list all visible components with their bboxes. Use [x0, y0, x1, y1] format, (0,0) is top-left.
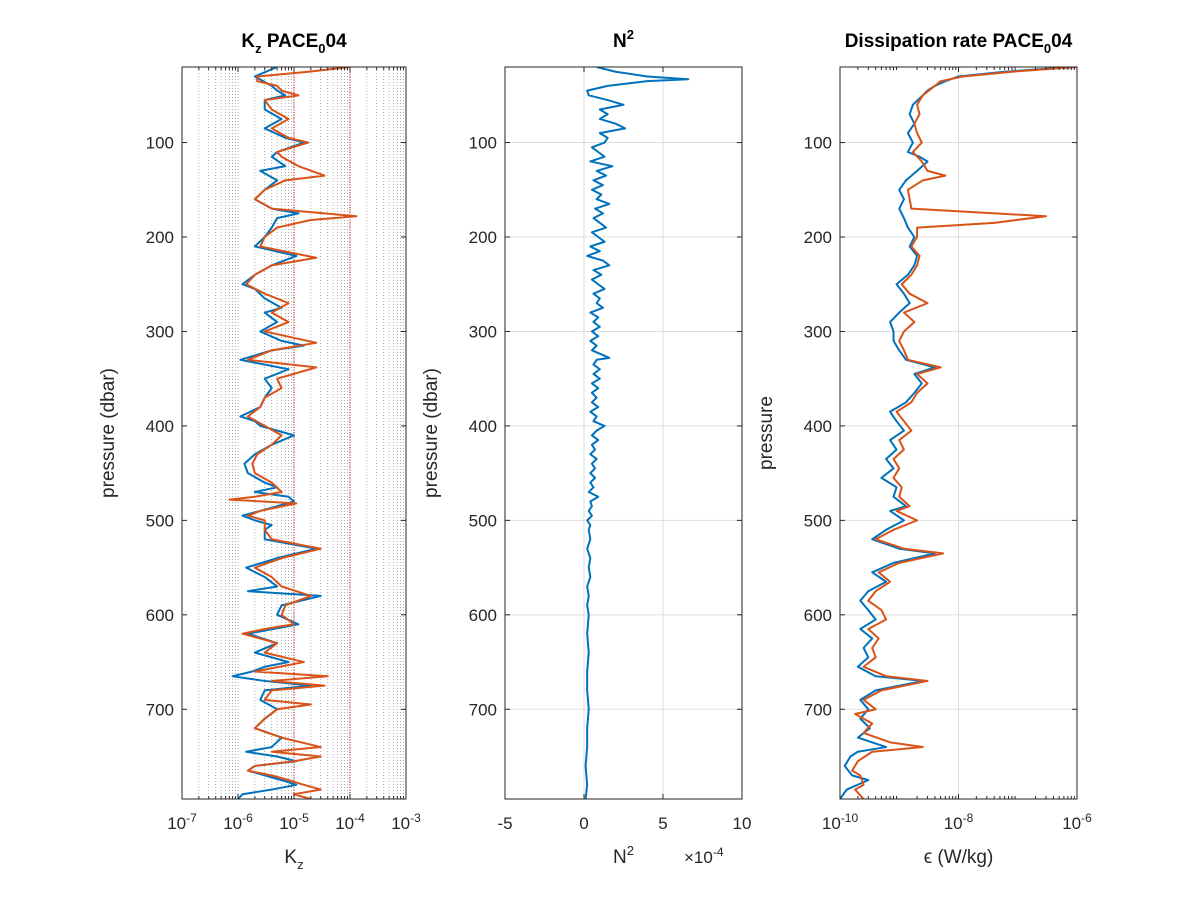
n2-series-group: [584, 67, 690, 799]
y-tick-label: 300: [804, 322, 832, 341]
x-tick-label: 10-4: [335, 811, 365, 833]
x-tick-label: 10-5: [279, 811, 309, 833]
n2-y-axis-label: pressure (dbar): [421, 368, 442, 498]
y-tick-label: 100: [804, 134, 832, 153]
x-tick-label: 5: [658, 814, 667, 833]
dissipation-y-axis-label: pressure: [756, 396, 777, 470]
kz-y-axis-label: pressure (dbar): [98, 368, 119, 498]
y-tick-label: 200: [469, 228, 497, 247]
n2-plot-area: [505, 67, 742, 799]
y-tick-label: 200: [804, 228, 832, 247]
y-tick-label: 300: [146, 322, 174, 341]
kz-x-axis-label: Kz: [284, 847, 303, 872]
x-tick-label: 10-10: [822, 811, 859, 833]
y-tick-label: 600: [469, 606, 497, 625]
y-tick-label: 600: [804, 606, 832, 625]
x-tick-label: 10-6: [1062, 811, 1092, 833]
n2-panel: -5 0 5 10 100 200 300 400 500 600 700 N2 N2 ×10-4 pres…: [421, 27, 751, 868]
y-tick-label: 100: [469, 134, 497, 153]
kz-panel: 10-7 10-6 10-5 10-4 10-3 100 200 300 400 500 600 70…: [98, 31, 421, 872]
n2-axes-box: [504, 66, 743, 800]
n2-x-axis-label: N2: [613, 843, 634, 868]
dissipation-panel: 10-10 10-8 10-6 100 200 300 400 500 600 700 Dissip…: [756, 31, 1092, 868]
kz-title: Kz PACE004: [241, 31, 347, 56]
y-tick-label: 300: [469, 322, 497, 341]
y-tick-label: 200: [146, 228, 174, 247]
y-tick-label: 100: [146, 134, 174, 153]
kz-series-group: [228, 67, 358, 799]
x-tick-label: 10-7: [167, 811, 197, 833]
y-tick-label: 500: [804, 511, 832, 530]
y-tick-label: 500: [469, 511, 497, 530]
dissipation-x-axis-label: ϵ (W/kg): [924, 847, 994, 868]
dissipation-series-group: [840, 67, 1077, 799]
y-tick-label: 700: [469, 700, 497, 719]
y-tick-label: 600: [146, 606, 174, 625]
x-tick-label: 10: [733, 814, 752, 833]
n2-title: N2: [613, 27, 634, 52]
y-tick-label: 500: [146, 511, 174, 530]
series-line-2: [228, 67, 358, 799]
x-tick-label: -5: [497, 814, 512, 833]
x-tick-label: 10-3: [391, 811, 421, 833]
y-tick-label: 400: [146, 417, 174, 436]
x-tick-label: 0: [579, 814, 588, 833]
y-tick-label: 700: [146, 700, 174, 719]
series-line-1: [584, 67, 690, 799]
series-line-2: [851, 67, 1077, 799]
y-tick-label: 400: [469, 417, 497, 436]
n2-grid: [505, 67, 742, 799]
y-tick-label: 400: [804, 417, 832, 436]
dissipation-grid: [840, 67, 1077, 799]
y-tick-label: 700: [804, 700, 832, 719]
dissipation-title: Dissipation rate PACE004: [845, 31, 1073, 56]
x-tick-label: 10-6: [223, 811, 253, 833]
n2-x-exponent-label: ×10-4: [684, 845, 724, 867]
x-tick-label: 10-8: [944, 811, 974, 833]
